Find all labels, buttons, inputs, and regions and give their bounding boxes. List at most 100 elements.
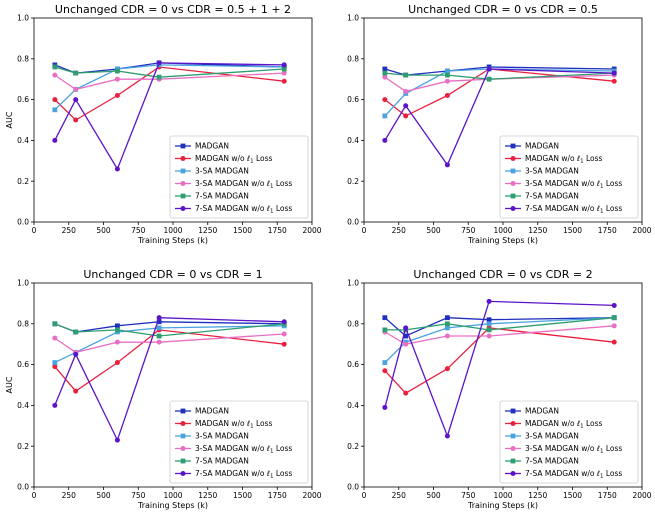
legend-label-text: 7-SA MADGAN w/o — [195, 204, 265, 213]
legend-label: 3-SA MADGAN — [195, 167, 249, 176]
data-point — [73, 329, 79, 335]
y-tick-label: 0.2 — [17, 442, 29, 451]
legend-marker — [510, 471, 516, 476]
legend-marker — [180, 168, 186, 174]
x-tick-label: 500 — [96, 226, 111, 235]
legend-label-text: 3-SA MADGAN w/o — [195, 179, 265, 188]
x-tick-label: 1250 — [198, 226, 217, 235]
data-point — [52, 137, 58, 143]
legend-marker — [180, 143, 186, 149]
legend-label: MADGAN w/o ℓ1 Loss — [525, 419, 602, 430]
data-point — [486, 333, 492, 339]
data-point — [156, 333, 162, 339]
legend-marker — [180, 408, 186, 414]
x-tick-label: 1000 — [163, 491, 182, 500]
x-tick-label: 1000 — [163, 226, 182, 235]
legend: MADGAN MADGAN w/o ℓ1 Loss 3-SA MADGAN 3-SA … — [499, 135, 639, 219]
y-tick-label: 1.0 — [347, 14, 359, 23]
data-point — [52, 402, 58, 408]
x-tick-label: 750 — [461, 226, 476, 235]
legend-marker — [510, 408, 516, 414]
data-point — [403, 325, 409, 331]
data-point — [114, 360, 120, 366]
chart-panel-4: Unchanged CDR = 0 vs CDR = 2 0 250 500 750 10… — [347, 268, 652, 510]
legend-label: 7-SA MADGAN — [195, 457, 249, 466]
y-tick-label: 0.0 — [17, 218, 29, 227]
legend-marker — [180, 206, 186, 211]
x-tick-label: 250 — [62, 226, 77, 235]
legend-label: MADGAN — [195, 142, 229, 151]
data-point — [486, 321, 492, 327]
x-tick-label: 750 — [131, 491, 146, 500]
legend-label: MADGAN — [525, 142, 559, 151]
data-point — [52, 360, 58, 365]
data-point — [382, 66, 388, 72]
chart-title: Unchanged CDR = 0 vs CDR = 2 — [413, 268, 592, 281]
legend-label-text: MADGAN — [525, 142, 559, 151]
x-tick-label: 2000 — [632, 226, 651, 235]
y-tick-label: 0.2 — [347, 177, 359, 186]
data-point — [382, 315, 388, 321]
y-tick-label: 0.0 — [17, 483, 29, 492]
data-point — [445, 325, 450, 331]
data-point — [403, 103, 409, 109]
data-point — [52, 64, 58, 70]
x-tick-label: 1750 — [598, 226, 617, 235]
data-point — [445, 321, 450, 327]
y-tick-label: 0.0 — [347, 483, 359, 492]
legend-label-text: 3-SA MADGAN — [195, 432, 249, 441]
legend-label: MADGAN w/o ℓ1 Loss — [195, 419, 272, 430]
y-tick-label: 1.0 — [347, 279, 359, 288]
legend-marker — [510, 433, 516, 439]
legend-marker — [510, 143, 516, 149]
data-point — [114, 437, 120, 443]
x-tick-label: 1250 — [528, 226, 547, 235]
x-tick-label: 1250 — [198, 491, 217, 500]
data-point — [403, 113, 409, 119]
data-point — [382, 360, 388, 365]
x-tick-label: 1000 — [493, 226, 512, 235]
data-point — [281, 341, 287, 347]
x-tick-label: 1750 — [268, 491, 287, 500]
x-tick-label: 750 — [131, 226, 146, 235]
legend-label-text: 3-SA MADGAN — [195, 167, 249, 176]
data-point — [52, 364, 58, 370]
y-axis-label: AUC — [5, 376, 14, 393]
data-point — [115, 68, 120, 74]
data-point — [281, 319, 287, 325]
x-axis-label: Training Steps (k) — [467, 236, 538, 245]
data-point — [156, 319, 162, 325]
legend-label: 3-SA MADGAN — [525, 432, 579, 441]
y-tick-label: 0.8 — [17, 319, 29, 328]
legend-label: 3-SA MADGAN w/o ℓ1 Loss — [195, 444, 292, 455]
data-point — [486, 66, 492, 72]
legend-label: MADGAN — [195, 407, 229, 416]
y-tick-label: 0.8 — [17, 54, 29, 63]
y-tick-label: 0.4 — [17, 136, 29, 145]
data-point — [382, 368, 388, 374]
data-point — [115, 327, 120, 333]
data-point — [281, 66, 287, 72]
legend-label: 3-SA MADGAN w/o ℓ1 Loss — [525, 179, 622, 190]
legend-box — [169, 135, 309, 219]
chart-panel-1: Unchanged CDR = 0 vs CDR = 0.5 + 1 + 2 0 2… — [5, 3, 322, 245]
x-tick-label: 750 — [461, 491, 476, 500]
legend-marker — [180, 421, 186, 426]
x-tick-label: 500 — [426, 226, 441, 235]
series-line — [384, 317, 615, 364]
legend-label: 3-SA MADGAN w/o ℓ1 Loss — [525, 444, 622, 455]
legend-label-text: MADGAN w/o — [525, 154, 575, 163]
legend-label-text: MADGAN w/o — [195, 419, 245, 428]
x-tick-label: 2000 — [302, 491, 321, 500]
data-point — [114, 76, 120, 82]
data-point — [403, 72, 409, 78]
series-line — [54, 72, 285, 91]
x-tick-label: 2000 — [632, 491, 651, 500]
legend-marker — [510, 168, 516, 174]
legend-label-text: 3-SA MADGAN w/o — [525, 444, 595, 453]
data-point — [156, 60, 162, 66]
legend-label-text: 7-SA MADGAN w/o — [525, 469, 595, 478]
data-point — [382, 70, 388, 76]
legend-label: 7-SA MADGAN — [525, 457, 579, 466]
x-axis-label: Training Steps (k) — [467, 501, 538, 510]
